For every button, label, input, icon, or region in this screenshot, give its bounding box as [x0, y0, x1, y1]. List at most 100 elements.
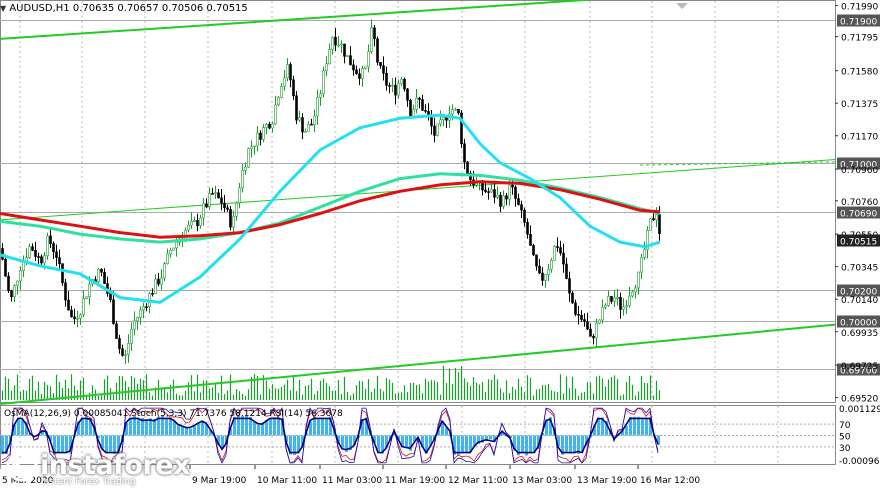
level-tag	[837, 206, 880, 219]
candle-body	[568, 278, 571, 294]
osma-bar	[265, 419, 268, 436]
osma-bar	[385, 435, 388, 448]
candle-body	[592, 335, 595, 339]
candle-body	[628, 295, 631, 306]
candle-body	[172, 247, 175, 251]
candle-body	[313, 115, 316, 126]
candle-body	[187, 224, 190, 231]
volume-bars	[1, 365, 661, 400]
candle-body	[280, 85, 283, 98]
osma-bar	[345, 435, 348, 452]
osma-bar	[249, 417, 252, 436]
candle-body	[328, 49, 331, 65]
candle-body	[565, 263, 568, 279]
candle-body	[292, 79, 295, 97]
candle-body	[439, 119, 442, 125]
candle-body	[562, 252, 565, 265]
osma-bar	[89, 418, 92, 436]
candle-body	[256, 132, 259, 147]
candle-body	[340, 43, 343, 46]
osma-bar	[21, 419, 24, 436]
price-tick-label: 0.71375	[841, 100, 878, 110]
osma-bar	[81, 418, 84, 436]
moving-averages	[0, 113, 661, 304]
price-tick-label: 0.70960	[841, 166, 878, 176]
candle-body	[646, 229, 649, 250]
osma-bar	[601, 417, 604, 436]
candle-body	[346, 55, 349, 57]
osma-bar	[301, 435, 304, 447]
candle-body	[223, 202, 226, 209]
candle-body	[28, 246, 31, 258]
candle-body	[559, 247, 562, 254]
osma-bar	[377, 435, 380, 453]
candle-body	[625, 305, 628, 308]
osma-bar	[325, 419, 328, 436]
osma-bar	[337, 435, 340, 444]
candle-body	[88, 283, 91, 298]
candle-body	[103, 271, 106, 284]
candle-body	[175, 241, 178, 249]
osma-bar	[361, 419, 364, 436]
osma-bar	[621, 430, 624, 436]
main-frame	[0, 0, 836, 403]
candle-body	[553, 246, 556, 261]
candle-body	[367, 51, 370, 68]
grid-lines	[0, 0, 836, 465]
level-label: 0.71900	[840, 18, 877, 28]
candle-body	[400, 78, 403, 85]
candle-body	[202, 203, 205, 219]
candle-body	[544, 274, 547, 281]
osma-bar	[257, 424, 260, 436]
collapse-triangle-icon[interactable]: ▼	[0, 4, 7, 13]
candle-body	[139, 309, 142, 318]
candle-body	[397, 83, 400, 96]
candle-body	[16, 280, 19, 286]
candle-body	[364, 66, 367, 69]
osma-bar	[273, 417, 276, 436]
osma-bar	[217, 435, 220, 446]
osma-bar	[309, 421, 312, 436]
candle-body	[523, 209, 526, 223]
osma-bar	[341, 435, 344, 448]
candle-body	[298, 117, 301, 121]
candle-body	[658, 214, 661, 234]
osma-bar	[509, 435, 512, 439]
candle-body	[457, 108, 460, 114]
price-tick-label: 0.71580	[841, 68, 878, 78]
time-label: 5 Mar 2020	[2, 476, 54, 486]
candle-body	[577, 314, 580, 316]
candle-body	[115, 323, 118, 339]
osma-bar	[485, 435, 488, 441]
time-label: 16 Mar 12:00	[640, 476, 700, 486]
osma-bar	[457, 435, 460, 455]
candle-body	[238, 187, 241, 204]
candle-body	[373, 27, 376, 40]
osma-bar	[525, 435, 528, 456]
candle-body	[643, 249, 646, 258]
candle-body	[61, 263, 64, 283]
ema-fast-line	[0, 113, 661, 304]
time-label: 13 Mar 03:00	[512, 476, 572, 486]
candle-body	[391, 84, 394, 87]
candle-body	[499, 194, 502, 207]
level-label: 0.70200	[840, 288, 877, 298]
candle-body	[307, 123, 310, 132]
candle-body	[235, 202, 238, 217]
osma-bar	[461, 435, 464, 452]
candle-body	[64, 282, 67, 301]
osma-bar	[177, 425, 180, 436]
price-tick-label: 0.70760	[841, 198, 878, 208]
candle-body	[526, 221, 529, 235]
candle-body	[205, 203, 208, 208]
candle-body	[67, 299, 70, 311]
osma-bar	[61, 435, 64, 452]
candle-body	[166, 253, 169, 264]
osma-bar	[429, 435, 432, 446]
candle-body	[382, 65, 385, 74]
candle-body	[214, 192, 217, 195]
osma-bar	[133, 416, 136, 436]
osc-tick-label: 70	[839, 421, 851, 431]
candle-body	[232, 215, 235, 228]
candle-body	[601, 306, 604, 321]
